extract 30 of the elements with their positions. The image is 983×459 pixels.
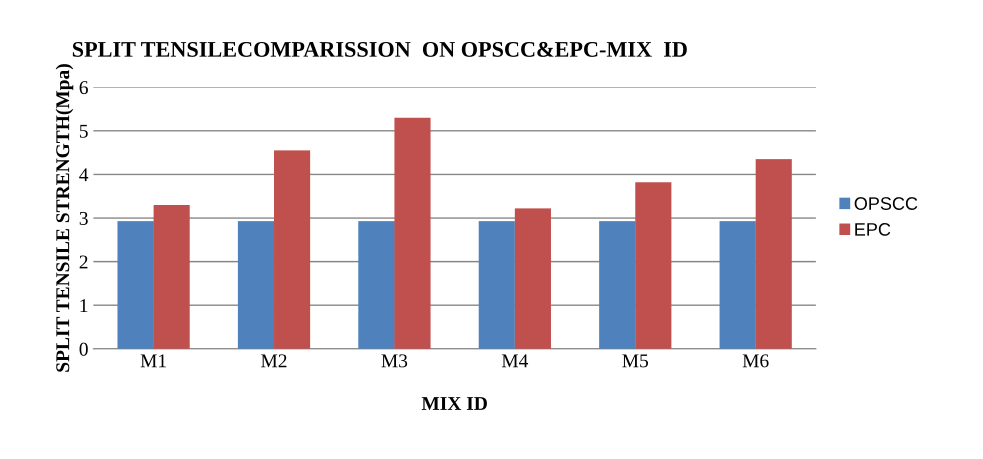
x-axis-title: MIX ID	[422, 397, 487, 410]
bar	[514, 208, 551, 349]
y-tick-label: 6	[80, 81, 88, 94]
bar	[274, 150, 310, 349]
legend-label: OPSCC	[854, 197, 918, 210]
bar	[238, 221, 274, 349]
bar	[394, 118, 431, 349]
y-tick-label: 4	[79, 168, 88, 182]
bar	[599, 221, 636, 349]
x-tick-label: M4	[502, 354, 528, 368]
bar	[154, 204, 190, 349]
legend-label: EPC	[855, 223, 890, 236]
x-tick-label: M5	[622, 354, 648, 368]
chart-title: SPLIT TENSILECOMPARISSION ON OPSCC&EPC-MIX ID	[72, 42, 687, 57]
bar	[358, 221, 394, 349]
x-tick-label: M3	[381, 354, 408, 368]
x-tick-label: M6	[742, 354, 769, 368]
bar	[756, 159, 792, 349]
y-tick-label: 5	[80, 124, 88, 138]
y-tick-label: 3	[80, 212, 88, 225]
x-tick-label: M1	[140, 354, 166, 368]
y-tick-label: 0	[80, 342, 88, 356]
y-tick-label: 1	[80, 299, 88, 312]
bar	[478, 221, 515, 349]
y-axis-title: SPLIT TENSILE STRENGTH(Mpa)	[56, 64, 74, 372]
bar	[635, 182, 672, 349]
bar	[720, 221, 756, 349]
y-tick-label: 2	[80, 256, 88, 268]
bar	[117, 221, 154, 349]
x-tick-label: M2	[261, 354, 286, 368]
